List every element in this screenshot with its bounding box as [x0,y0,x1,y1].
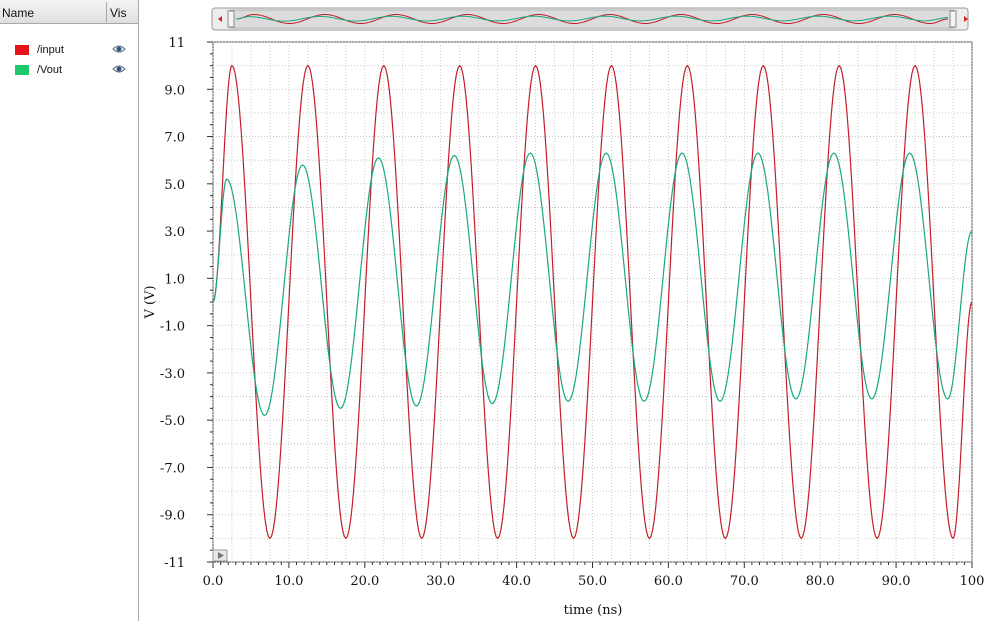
signal-label: /Vout [37,64,63,76]
x-tick-label: 20.0 [350,574,379,589]
y-tick-label: 7.0 [164,131,185,146]
y-tick-label: 1.0 [164,272,185,287]
scroll-left-arrow-icon[interactable] [218,16,222,22]
y-tick-label: 9.0 [164,83,185,98]
minor-ticks [207,41,973,568]
grid-lines [212,41,973,563]
y-tick-label: 11 [168,36,185,51]
y-tick-label: -11 [164,556,185,571]
x-axis-title: time (ns) [564,603,623,618]
x-tick-label: 70.0 [730,574,759,589]
y-tick-label: -7.0 [160,461,185,476]
play-icon[interactable] [218,552,224,559]
name-column-header[interactable]: Name [2,6,35,20]
x-tick-label: 0.0 [203,574,224,589]
overview-trace [235,15,949,22]
signal-color-swatch [15,45,29,55]
column-divider[interactable] [106,2,107,22]
y-axis: 11 9.0 7.0 5.0 3.0 1.0 -1.0 -3.0 -5.0 -7.0 -9.0 -11 [160,36,185,571]
x-tick-label: 90.0 [882,574,911,589]
overview-scroller[interactable] [211,7,969,31]
overview-left-handle[interactable] [227,10,235,28]
scroll-right-arrow-icon[interactable] [964,16,968,22]
signal-row-input[interactable]: /input [0,41,138,59]
y-tick-label: -3.0 [160,367,185,382]
expand-button[interactable] [212,549,228,562]
x-axis: 0.0 10.0 20.0 30.0 40.0 50.0 60.0 70.0 80.0 90.0 1… [203,574,985,589]
visibility-eye-icon[interactable] [112,44,126,54]
y-tick-label: 3.0 [164,225,185,240]
x-tick-label: 10.0 [274,574,303,589]
y-tick-label: 5.0 [164,178,185,193]
y-axis-title: V (V) [143,285,158,319]
waveform-chart[interactable]: 0.0 10.0 20.0 30.0 40.0 50.0 60.0 70.0 80.0 90.0 1… [140,0,1001,621]
trace-Vout [212,152,973,417]
y-tick-label: -9.0 [160,509,185,524]
x-tick-label: 100 [960,574,985,589]
y-tick-label: -5.0 [160,414,185,429]
x-tick-label: 30.0 [426,574,455,589]
overview-right-handle[interactable] [949,10,957,28]
trace-input [212,64,973,540]
y-tick-label: -1.0 [160,320,185,335]
visibility-eye-icon[interactable] [112,64,126,74]
signal-color-swatch [15,65,29,75]
browser-header: Name Vis [0,0,138,24]
signal-row-vout[interactable]: /Vout [0,61,138,79]
x-tick-label: 50.0 [578,574,607,589]
overview-traces [235,13,949,25]
x-tick-label: 60.0 [654,574,683,589]
x-tick-label: 80.0 [806,574,835,589]
signal-label: /input [37,44,64,56]
vis-column-header[interactable]: Vis [110,6,127,20]
waveform-view[interactable]: 0.0 10.0 20.0 30.0 40.0 50.0 60.0 70.0 80.0 90.0 1… [140,0,1001,621]
x-tick-label: 40.0 [502,574,531,589]
traces [212,64,973,540]
signal-browser-panel: Name Vis /input /Vout [0,0,139,621]
